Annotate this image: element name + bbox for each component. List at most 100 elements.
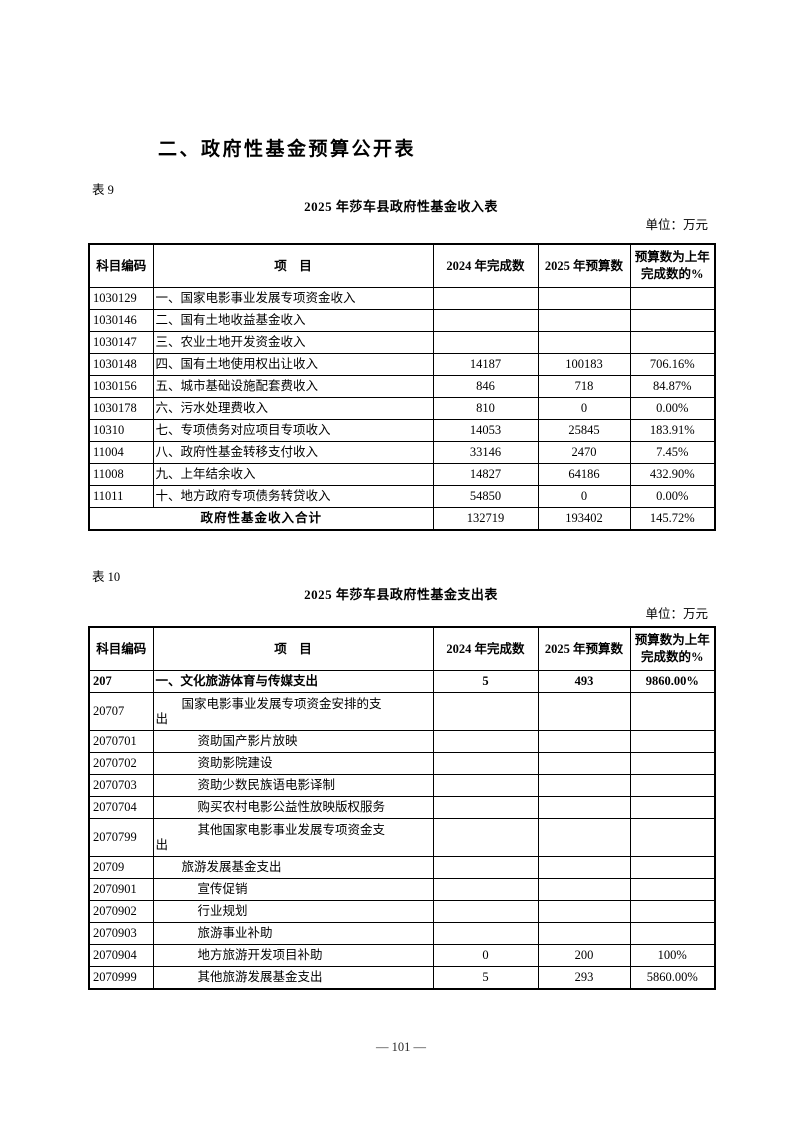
cell-item: 地方旅游开发项目补助	[152, 944, 434, 967]
cell-code: 2070701	[88, 730, 154, 753]
cell-percent	[629, 796, 716, 819]
cell-percent	[629, 752, 716, 775]
cell-item: 资助少数民族语电影译制	[152, 774, 434, 797]
cell-code: 20709	[88, 856, 154, 879]
cell-2025-budget: 100183	[537, 353, 631, 376]
column-header: 科目编码	[88, 243, 154, 288]
expenditure-table: 科目编码项 目 2024 年完成数 2025 年预算数 预算数为上年 完成数的% 20…	[88, 626, 716, 990]
cell-2024-actual	[432, 900, 539, 923]
cell-2024-actual: 14187	[432, 353, 539, 376]
cell-2024-actual: 846	[432, 375, 539, 398]
cell-percent	[629, 730, 716, 753]
cell-2025-budget: 25845	[537, 419, 631, 442]
cell-item: 五、城市基础设施配套费收入	[152, 375, 434, 398]
cell-code: 11011	[88, 485, 154, 508]
cell-code: 2070901	[88, 878, 154, 901]
cell-percent: 183.91%	[629, 419, 716, 442]
cell-item: 九、上年结余收入	[152, 463, 434, 486]
cell-item: 行业规划	[152, 900, 434, 923]
cell-2024-actual	[432, 692, 539, 731]
column-header: 2024 年完成数	[432, 243, 539, 288]
column-header: 预算数为上年 完成数的%	[629, 626, 716, 671]
cell-2025-budget	[537, 922, 631, 945]
cell-percent	[629, 878, 716, 901]
page-number: — 101 —	[376, 1040, 426, 1054]
cell-code: 1030146	[88, 309, 154, 332]
table-row: 10310 七、专项债务对应项目专项收入 14053 25845 183.91%	[88, 419, 716, 442]
cell-percent: 7.45%	[629, 441, 716, 464]
cell-2024-actual	[432, 796, 539, 819]
cell-2025-budget	[537, 331, 631, 354]
cell-code: 11008	[88, 463, 154, 486]
table-row: 11011 十、地方政府专项债务转贷收入 54850 0 0.00%	[88, 485, 716, 508]
cell-2025-budget: 493	[537, 670, 631, 693]
cell-item: 资助影院建设	[152, 752, 434, 775]
cell-2025-budget: 64186	[537, 463, 631, 486]
table-row: 1030147 三、农业土地开发资金收入	[88, 331, 716, 354]
cell-item: 三、农业土地开发资金收入	[152, 331, 434, 354]
cell-2025-budget	[537, 878, 631, 901]
cell-percent	[629, 856, 716, 879]
cell-item: 国家电影事业发展专项资金安排的支 出	[152, 692, 434, 731]
cell-2025-budget	[537, 900, 631, 923]
table10-label: 表 10	[92, 570, 121, 584]
cell-2024-actual	[432, 774, 539, 797]
cell-percent	[629, 692, 716, 731]
column-header: 2024 年完成数	[432, 626, 539, 671]
cell-2024-actual: 810	[432, 397, 539, 420]
cell-code: 2070704	[88, 796, 154, 819]
cell-percent: 84.87%	[629, 375, 716, 398]
cell-percent: 100%	[629, 944, 716, 967]
total-label: 政府性基金收入合计	[88, 507, 434, 531]
header-row: 科目编码项 目 2024 年完成数 2025 年预算数 预算数为上年 完成数的%	[88, 626, 716, 671]
cell-2024-actual: 5	[432, 670, 539, 693]
cell-2024-actual: 14053	[432, 419, 539, 442]
cell-2025-budget: 0	[537, 485, 631, 508]
cell-2024-actual	[432, 922, 539, 945]
cell-2024-actual	[432, 818, 539, 857]
cell-percent	[629, 309, 716, 332]
cell-item: 二、国有土地收益基金收入	[152, 309, 434, 332]
table10-title: 2025 年莎车县政府性基金支出表	[304, 587, 498, 602]
column-header: 预算数为上年 完成数的%	[629, 243, 716, 288]
cell-2025-budget: 2470	[537, 441, 631, 464]
cell-2024-actual: 0	[432, 944, 539, 967]
cell-percent: 0.00%	[629, 485, 716, 508]
table9-unit-label: 单位：万元	[645, 218, 708, 232]
table-row: 2070702 资助影院建设	[88, 752, 716, 775]
cell-2025-budget: 293	[537, 966, 631, 990]
cell-item: 一、国家电影事业发展专项资金收入	[152, 287, 434, 310]
cell-item: 购买农村电影公益性放映版权服务	[152, 796, 434, 819]
total-row: 政府性基金收入合计 132719 193402 145.72%	[88, 507, 716, 531]
cell-item: 四、国有土地使用权出让收入	[152, 353, 434, 376]
column-header: 项 目	[152, 243, 434, 288]
cell-2025-budget	[537, 818, 631, 857]
cell-2025-budget: 200	[537, 944, 631, 967]
total-2025-budget: 193402	[537, 507, 631, 531]
table-row: 2070903 旅游事业补助	[88, 922, 716, 945]
cell-2025-budget	[537, 692, 631, 731]
total-2024-actual: 132719	[432, 507, 539, 531]
table-row: 11004 八、政府性基金转移支付收入 33146 2470 7.45%	[88, 441, 716, 464]
table10-unit-label: 单位：万元	[645, 607, 708, 621]
cell-2024-actual	[432, 331, 539, 354]
cell-code: 1030178	[88, 397, 154, 420]
total-percent: 145.72%	[629, 507, 716, 531]
cell-item: 宣传促销	[152, 878, 434, 901]
cell-item: 一、文化旅游体育与传媒支出	[152, 670, 434, 693]
cell-code: 1030148	[88, 353, 154, 376]
cell-item: 六、污水处理费收入	[152, 397, 434, 420]
cell-percent	[629, 818, 716, 857]
table-row: 2070901 宣传促销	[88, 878, 716, 901]
table-row: 1030148 四、国有土地使用权出让收入 14187 100183 706.16%	[88, 353, 716, 376]
cell-item: 旅游事业补助	[152, 922, 434, 945]
table-row: 1030129 一、国家电影事业发展专项资金收入	[88, 287, 716, 310]
cell-2025-budget	[537, 730, 631, 753]
cell-code: 2070903	[88, 922, 154, 945]
cell-percent: 706.16%	[629, 353, 716, 376]
cell-percent	[629, 287, 716, 310]
cell-item: 旅游发展基金支出	[152, 856, 434, 879]
table-row: 2070799 其他国家电影事业发展专项资金支 出	[88, 818, 716, 857]
cell-2025-budget	[537, 752, 631, 775]
